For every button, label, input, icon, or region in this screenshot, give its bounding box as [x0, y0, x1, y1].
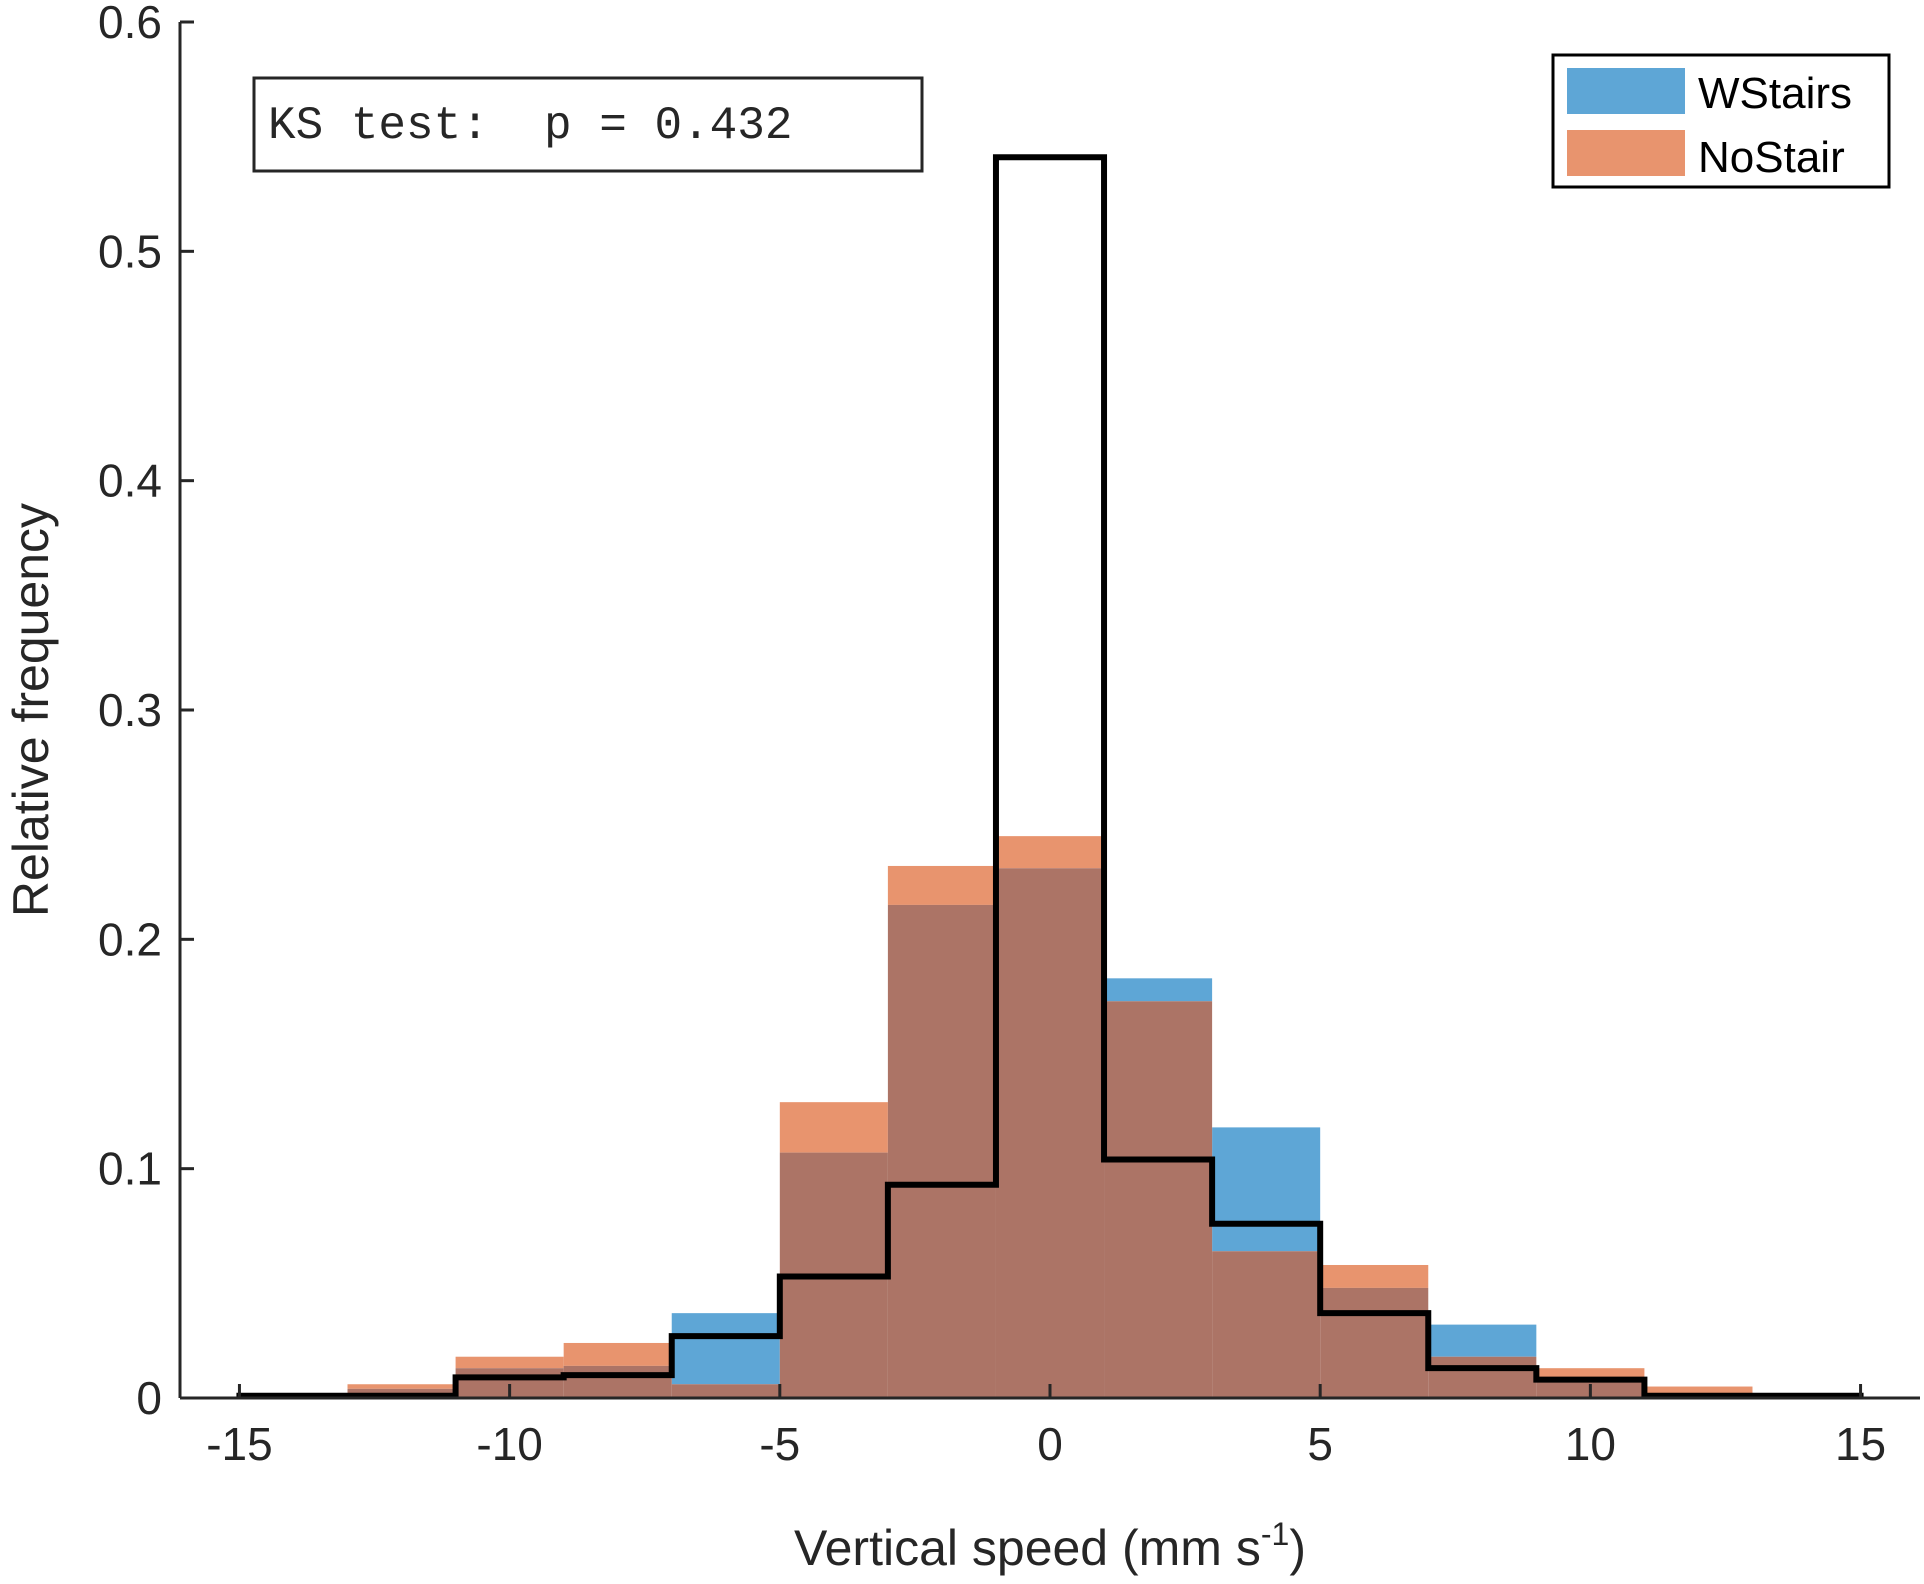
y-tick-label: 0.2 — [98, 913, 162, 965]
bar-wstairs — [1428, 1324, 1537, 1357]
nostair-bars — [239, 836, 1753, 1396]
y-tick-label: 0.5 — [98, 225, 162, 277]
bar-nostair — [1536, 1368, 1645, 1380]
bar-overlap — [563, 1365, 672, 1398]
bar-nostair — [1320, 1264, 1429, 1288]
y-tick-label: 0.6 — [98, 0, 162, 48]
legend-swatch-wstairs — [1567, 68, 1685, 114]
bar-overlap — [995, 868, 1105, 1398]
bar-nostair — [455, 1356, 564, 1369]
bar-wstairs — [1212, 1127, 1321, 1252]
legend-swatch-nostair — [1567, 130, 1685, 176]
wstairs-bars — [671, 978, 1537, 1385]
annotation-box — [252, 76, 924, 173]
bar-overlap — [1428, 1356, 1537, 1398]
x-tick-label: -10 — [476, 1418, 542, 1470]
x-tick-label: 10 — [1565, 1418, 1616, 1470]
axes — [178, 20, 1920, 1400]
y-tick-label: 0.4 — [98, 455, 162, 507]
bar-nostair — [347, 1384, 456, 1389]
bar-nostair — [779, 1102, 888, 1153]
bar-overlap — [671, 1384, 780, 1398]
x-tick-label: 5 — [1307, 1418, 1333, 1470]
legend-label-wstairs: WStairs — [1698, 69, 1852, 118]
bar-wstairs — [671, 1313, 780, 1385]
y-tick-labels: 0 0.1 0.2 0.3 0.4 0.5 0.6 — [98, 0, 162, 1424]
ks-test-annotation: KS test: p = 0.432 — [252, 76, 924, 173]
bar-nostair — [995, 836, 1105, 869]
annotation-text: KS test: p = 0.432 — [268, 100, 793, 152]
bar-nostair — [1644, 1386, 1753, 1394]
y-axis-title: Relative frequency — [3, 503, 59, 917]
x-tick-label: 15 — [1835, 1418, 1886, 1470]
x-tick-labels: -15 -10 -5 0 5 10 15 — [206, 1418, 1886, 1470]
x-axis-title: Vertical speed (mm s-1) — [794, 1516, 1306, 1576]
x-tick-label: -5 — [759, 1418, 800, 1470]
overlap-bars — [239, 868, 1861, 1398]
bar-nostair — [887, 865, 996, 905]
legend-label-nostair: NoStair — [1698, 133, 1845, 182]
y-tick-label: 0 — [136, 1372, 162, 1424]
bar-overlap — [887, 904, 996, 1398]
y-tick-label: 0.1 — [98, 1143, 162, 1195]
x-tick-label: 0 — [1037, 1418, 1063, 1470]
bar-overlap — [1320, 1287, 1429, 1398]
bar-overlap — [1104, 1001, 1213, 1398]
bar-wstairs — [1104, 978, 1213, 1002]
legend: WStairs NoStair — [1551, 53, 1891, 189]
y-tick-label: 0.3 — [98, 684, 162, 736]
bar-overlap — [1212, 1251, 1321, 1398]
bar-nostair — [563, 1342, 672, 1366]
outline-step-line — [236, 154, 1864, 1399]
x-tick-label: -15 — [206, 1418, 272, 1470]
